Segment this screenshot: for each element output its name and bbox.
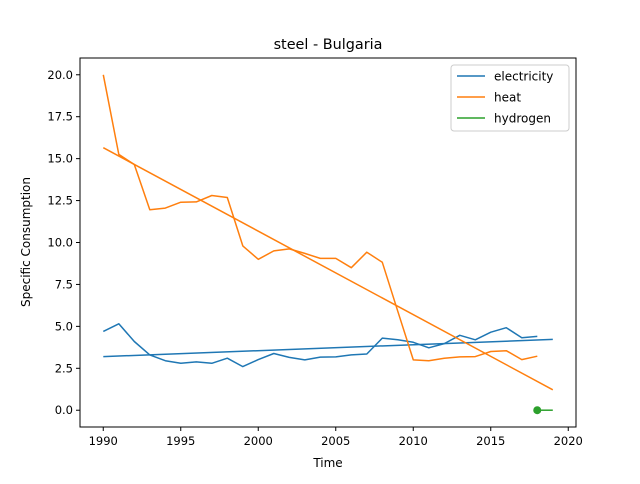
y-tick-label: 17.5: [47, 110, 73, 124]
x-tick-label: 2005: [321, 434, 350, 448]
legend-label-heat: heat: [494, 91, 521, 105]
legend-box: [450, 64, 570, 132]
x-axis: 1990 1995 2000 2005 2010 2015 2020: [89, 427, 583, 448]
y-axis: 0.0 2.5 5.0 7.5 10.0 12.5 15.0 17.5 20.0: [47, 68, 80, 417]
x-tick-label: 2000: [244, 434, 273, 448]
data-point-hydrogen: [533, 406, 542, 415]
y-tick-label: 10.0: [47, 236, 73, 250]
y-tick-label: 7.5: [55, 277, 73, 291]
legend-label-electricity: electricity: [494, 70, 553, 84]
y-tick-label: 0.0: [55, 403, 73, 417]
plot-area: [102, 74, 554, 415]
x-tick-label: 2010: [399, 434, 428, 448]
y-tick-label: 2.5: [55, 361, 73, 375]
y-tick-label: 5.0: [55, 319, 73, 333]
x-tick-label: 2020: [554, 434, 583, 448]
x-tick-label: 2015: [476, 434, 505, 448]
y-tick-label: 20.0: [47, 68, 73, 82]
trend-line-heat: [102, 147, 554, 391]
series-line-heat: [102, 74, 538, 362]
x-tick-label: 1995: [166, 434, 195, 448]
x-tick-label: 1990: [89, 434, 118, 448]
y-tick-label: 12.5: [47, 194, 73, 208]
trend-line-electricity: [103, 338, 553, 358]
x-axis-label: Time: [312, 456, 342, 470]
legend-label-hydrogen: hydrogen: [494, 112, 551, 126]
chart-title: steel - Bulgaria: [274, 37, 383, 53]
series-line-electricity: [102, 323, 538, 368]
y-axis-label: Specific Consumption: [19, 177, 33, 307]
y-tick-label: 15.0: [47, 152, 73, 166]
legend: electricity heat hydrogen: [450, 64, 570, 132]
